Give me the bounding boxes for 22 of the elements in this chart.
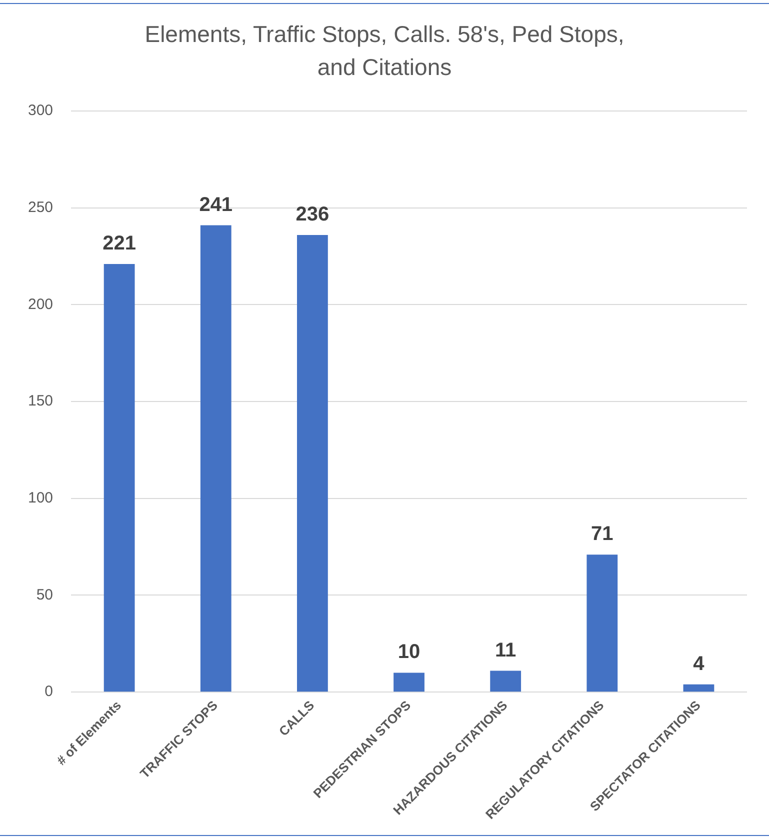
bar — [394, 672, 424, 692]
y-tick-label: 0 — [44, 683, 54, 700]
data-label: 11 — [495, 639, 516, 662]
data-label: 4 — [693, 652, 706, 675]
y-tick-label: 250 — [28, 198, 54, 216]
y-tick-label: 150 — [28, 392, 54, 410]
y-tick-label: 50 — [36, 586, 54, 604]
y-tick-label: 200 — [28, 296, 54, 313]
chart-title: Elements, Traffic Stops, Calls. 58's, Ped Stops, and Citations — [144, 20, 626, 82]
data-label: 221 — [102, 232, 136, 255]
bar — [296, 234, 328, 692]
data-label: 241 — [199, 194, 233, 216]
data-label: 10 — [398, 641, 420, 664]
bar — [683, 684, 714, 692]
bar — [200, 225, 232, 692]
data-label: 71 — [591, 523, 614, 546]
data-label: 236 — [296, 203, 330, 226]
bar — [586, 554, 618, 692]
bar — [490, 670, 522, 692]
y-tick-label: 100 — [28, 490, 54, 507]
y-tick-label: 300 — [28, 102, 54, 120]
bar — [104, 264, 135, 692]
